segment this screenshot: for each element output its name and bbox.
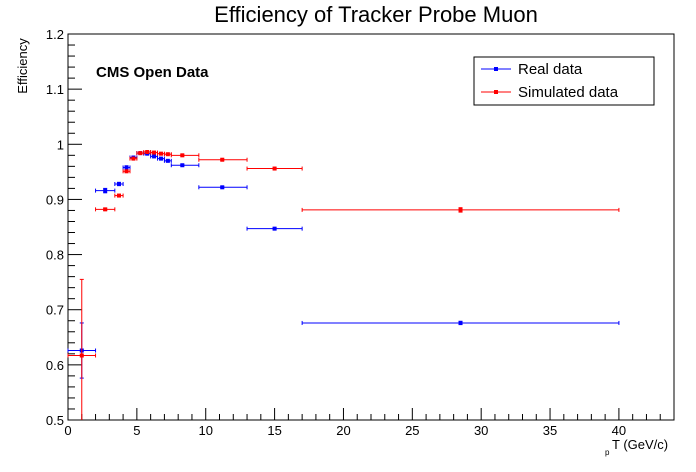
x-axis-label-main: T (GeV/c) — [612, 437, 668, 452]
data-marker — [131, 156, 136, 161]
data-point — [198, 157, 248, 162]
data-marker — [152, 150, 157, 155]
y-tick-labels: 0.5 0.6 0.7 0.8 0.9 1 1.1 1.2 — [46, 27, 64, 428]
data-marker — [165, 152, 170, 157]
data-marker — [272, 166, 277, 171]
data-marker — [158, 151, 163, 156]
data-point — [114, 193, 124, 198]
data-point — [95, 187, 116, 194]
x-tick-label: 35 — [543, 423, 557, 438]
y-tick-label: 1.1 — [46, 82, 64, 97]
data-marker — [138, 151, 143, 156]
data-point — [246, 226, 303, 231]
y-tick-label: 0.7 — [46, 303, 64, 318]
x-tick-label: 10 — [198, 423, 212, 438]
data-marker — [116, 181, 121, 186]
data-point — [122, 169, 131, 174]
legend-entry-simulated: Simulated data — [481, 84, 619, 101]
y-tick-label: 0.5 — [46, 413, 64, 428]
data-point — [129, 156, 138, 161]
legend-entry-real: Real data — [481, 61, 583, 78]
x-tick-labels: 0 5 10 15 20 25 30 35 40 — [64, 423, 626, 438]
data-point — [122, 165, 131, 170]
legend-box — [473, 56, 655, 106]
data-point — [163, 158, 172, 163]
data-marker — [145, 150, 150, 155]
legend-label-simulated: Simulated data — [518, 84, 619, 101]
axis-ticks — [67, 33, 675, 421]
y-tick-label: 1.2 — [46, 27, 64, 42]
data-marker — [220, 185, 225, 190]
legend-marker-simulated — [494, 90, 498, 94]
data-marker — [116, 193, 121, 198]
data-marker — [158, 156, 163, 161]
legend: Real data Simulated data — [473, 56, 655, 106]
chart-title: Efficiency of Tracker Probe Muon — [214, 2, 538, 27]
x-axis-label: p T (GeV/c) — [605, 437, 668, 457]
y-axis-label: Efficiency — [15, 38, 30, 94]
data-point — [170, 153, 200, 158]
x-tick-label: 5 — [133, 423, 140, 438]
data-point — [301, 207, 620, 213]
data-point — [301, 320, 620, 326]
data-point — [136, 151, 145, 156]
data-point — [95, 207, 116, 212]
data-marker — [124, 169, 129, 174]
data-point — [246, 166, 303, 171]
data-marker — [79, 353, 84, 358]
data-marker — [103, 188, 108, 193]
data-marker — [180, 153, 185, 158]
data-marker — [124, 165, 129, 170]
data-marker — [152, 154, 157, 159]
data-point — [163, 152, 172, 157]
data-point — [170, 163, 200, 168]
data-point — [114, 181, 124, 187]
data-marker — [220, 157, 225, 162]
data-marker — [272, 226, 277, 231]
x-tick-label: 30 — [474, 423, 488, 438]
series-simulated-data — [67, 150, 620, 420]
data-marker — [180, 163, 185, 168]
x-tick-label: 0 — [64, 423, 71, 438]
data-point — [67, 278, 97, 420]
x-axis-label-subscript: p — [605, 448, 610, 457]
x-tick-label: 40 — [612, 423, 626, 438]
data-marker — [165, 158, 170, 163]
data-marker — [458, 320, 463, 325]
data-point — [198, 185, 248, 190]
data-marker — [103, 207, 108, 212]
y-tick-label: 0.8 — [46, 248, 64, 263]
legend-marker-real — [494, 67, 498, 71]
series-layer — [67, 150, 620, 420]
x-tick-label: 20 — [336, 423, 350, 438]
y-tick-label: 0.6 — [46, 358, 64, 373]
x-tick-label: 25 — [405, 423, 419, 438]
data-point — [143, 150, 152, 155]
y-tick-label: 1 — [57, 137, 64, 152]
legend-label-real: Real data — [518, 61, 583, 78]
y-tick-label: 0.9 — [46, 192, 64, 207]
cms-open-data-annotation: CMS Open Data — [96, 64, 209, 81]
x-tick-label: 15 — [267, 423, 281, 438]
data-marker — [458, 207, 463, 212]
